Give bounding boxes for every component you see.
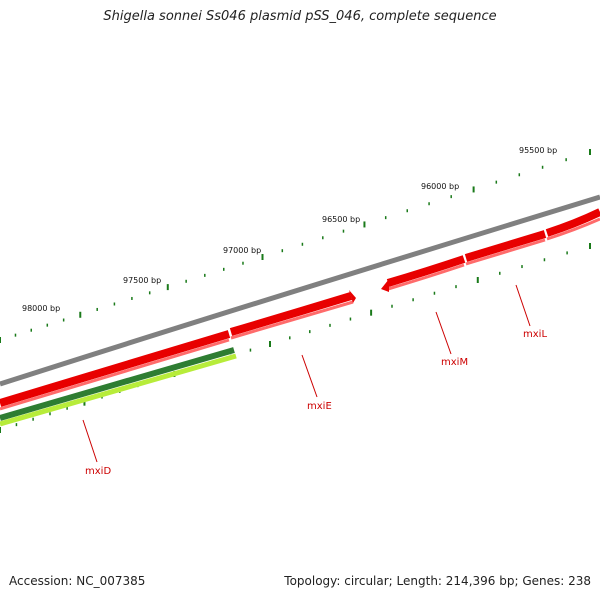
gene-arrow-mxiD xyxy=(0,330,231,407)
scale-label-98000: 98000 bp xyxy=(22,304,60,313)
map-title: Shigella sonnei Ss046 plasmid pSS_046, c… xyxy=(103,9,497,24)
gene-label-mxiM: mxiM xyxy=(441,357,468,368)
gene-labels: mxiD mxiE mxiM mxiL xyxy=(85,329,547,477)
scale-label-96000: 96000 bp xyxy=(421,182,459,191)
gene-label-mxiD: mxiD xyxy=(85,466,111,477)
gene-arrow-mxiL xyxy=(464,230,547,262)
gene-arrow-next xyxy=(545,208,600,237)
summary-text: Topology: circular; Length: 214,396 bp; … xyxy=(284,574,591,588)
gene-label-mxiE: mxiE xyxy=(307,401,332,412)
scale-ticks xyxy=(0,149,591,343)
plasmid-backbone xyxy=(0,194,600,387)
scale-label-96500: 96500 bp xyxy=(322,215,360,224)
inner-ticks xyxy=(0,243,591,433)
scale-label-97500: 97500 bp xyxy=(123,276,161,285)
gene-arrow-mxiE xyxy=(229,292,353,336)
scale-label-97000: 97000 bp xyxy=(223,246,261,255)
scale-labels: 95500 bp 96000 bp 96500 bp 97000 bp 9750… xyxy=(22,146,557,313)
scale-label-95500: 95500 bp xyxy=(519,146,557,155)
accession-text: Accession: NC_007385 xyxy=(9,574,146,588)
gene-arrow-mxiM xyxy=(386,255,466,287)
gc-content-track xyxy=(0,347,237,427)
gene-features xyxy=(0,208,600,411)
gene-label-mxiL: mxiL xyxy=(523,329,547,340)
gene-leader-lines xyxy=(82,284,531,463)
